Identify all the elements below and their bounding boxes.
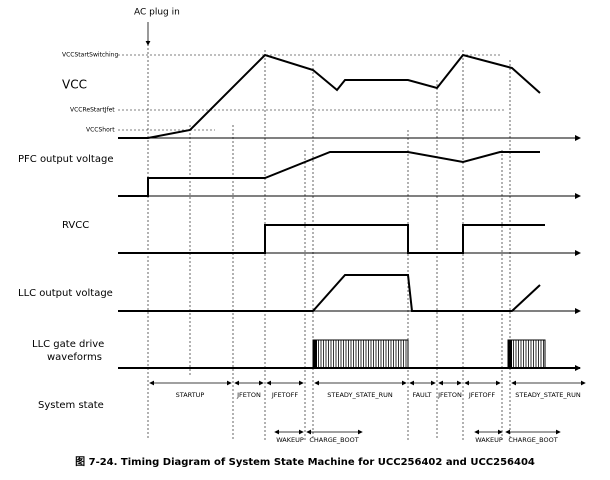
substate-label: WAKEUP [475,436,503,444]
level-label: VCCShort [86,127,115,134]
guides [118,40,511,440]
state-label: JFETOFF [271,391,299,399]
substate-label: CHARGE_BOOT [508,436,557,444]
state-label: FAULT [412,391,431,399]
level-label: VCCReStartJfet [70,107,115,114]
signal-label: LLC output voltage [18,288,113,299]
signal-label: RVCC [62,220,89,231]
state-label: STARTUP [176,391,205,399]
substate-label: WAKEUP [276,436,304,444]
state-label: STEADY_STATE_RUN [515,391,581,399]
marker-label: AC plug in [134,8,180,18]
substate-label: CHARGE_BOOT [309,436,358,444]
state-label: JFETOFF [468,391,496,399]
signal-label: waveforms [47,352,102,363]
waveforms [118,53,580,369]
state-label: STEADY_STATE_RUN [327,391,393,399]
signal-label: VCC [62,78,87,92]
caption: 图 7-24. Timing Diagram of System State M… [75,456,535,468]
state-label: JFETON [236,391,261,399]
level-label: VCCStartSwitching [62,52,118,59]
state-label: JFETON [437,391,462,399]
signal-label: System state [38,400,104,411]
signal-label: LLC gate drive [32,339,104,350]
signal-label: PFC output voltage [18,154,113,165]
state-arrows [149,380,586,435]
